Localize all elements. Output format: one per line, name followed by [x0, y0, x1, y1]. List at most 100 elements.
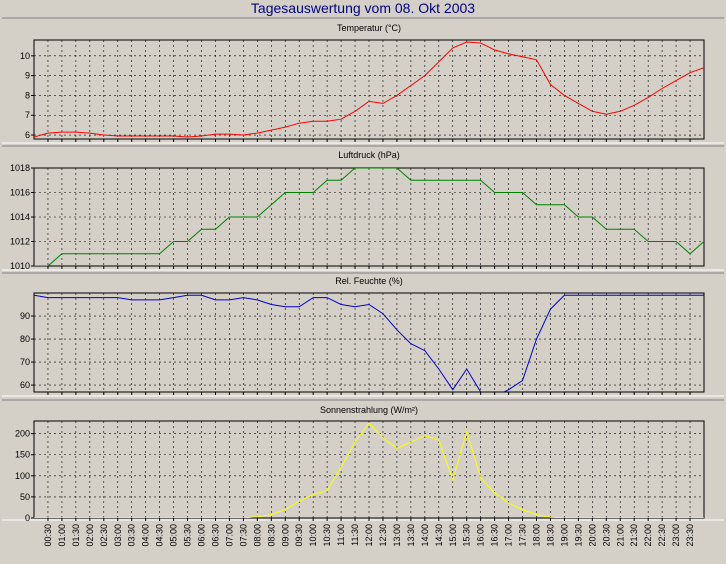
data-point — [89, 297, 91, 299]
panel-title: Sonnenstrahlung (W/m²) — [320, 405, 418, 415]
x-tick-label: 21:30 — [629, 524, 639, 547]
panel-3: Rel. Feuchte (%) 60 70 80 90 — [2, 272, 724, 397]
data-point — [326, 490, 328, 492]
data-point — [522, 380, 524, 382]
y-tick-label: 1012 — [10, 237, 30, 247]
data-point — [522, 192, 524, 194]
y-tick-label: 0 — [25, 513, 30, 523]
data-point — [271, 514, 273, 516]
data-point — [550, 308, 552, 310]
data-point — [201, 295, 203, 297]
data-point — [494, 192, 496, 194]
x-tick-label: 14:30 — [434, 524, 444, 547]
x-tick-label: 13:30 — [406, 524, 416, 547]
x-tick-label: 14:00 — [420, 524, 430, 547]
series-line — [34, 294, 704, 392]
data-point — [271, 304, 273, 306]
data-point — [298, 122, 300, 124]
data-point — [606, 295, 608, 297]
data-point — [61, 131, 63, 133]
data-point — [703, 67, 705, 69]
data-point — [131, 135, 133, 137]
data-point — [382, 103, 384, 105]
data-point — [368, 422, 370, 424]
x-tick-label: 10:00 — [308, 524, 318, 547]
y-tick-label: 1018 — [10, 163, 30, 173]
data-point — [354, 441, 356, 443]
y-tick-label: 150 — [15, 450, 30, 460]
data-point — [298, 500, 300, 502]
data-point — [257, 132, 259, 134]
x-tick-label: 02:00 — [85, 524, 95, 547]
data-point — [675, 80, 677, 82]
data-point — [33, 265, 35, 267]
data-point — [452, 47, 454, 49]
data-point — [578, 216, 580, 218]
x-tick-label: 22:30 — [657, 524, 667, 547]
data-point — [173, 241, 175, 243]
plot-area — [33, 39, 705, 140]
data-point — [103, 297, 105, 299]
data-point — [592, 295, 594, 297]
data-point — [61, 297, 63, 299]
data-point — [438, 368, 440, 370]
data-point — [47, 297, 49, 299]
data-point — [564, 95, 566, 97]
data-point — [494, 49, 496, 51]
x-tick-label: 08:30 — [266, 524, 276, 547]
y-tick-label: 1010 — [10, 261, 30, 271]
data-point — [508, 53, 510, 55]
data-point — [340, 304, 342, 306]
data-point — [633, 229, 635, 231]
data-point — [494, 492, 496, 494]
data-point — [536, 514, 538, 516]
data-point — [508, 389, 510, 391]
data-point — [159, 253, 161, 255]
data-point — [452, 479, 454, 481]
x-tick-label: 08:00 — [252, 524, 262, 547]
x-tick-label: 09:00 — [280, 524, 290, 547]
data-point — [75, 297, 77, 299]
data-point — [578, 103, 580, 105]
data-point — [396, 329, 398, 331]
x-tick-label: 13:00 — [392, 524, 402, 547]
data-point — [145, 253, 147, 255]
panel-4: Sonnenstrahlung (W/m²) 0 50 100 150 200 — [2, 399, 724, 523]
data-point — [312, 297, 314, 299]
data-point — [689, 295, 691, 297]
data-point — [410, 441, 412, 443]
x-tick-label: 05:30 — [183, 524, 193, 547]
y-tick-label: 1016 — [10, 188, 30, 198]
data-point — [438, 439, 440, 441]
data-point — [326, 120, 328, 122]
data-point — [382, 313, 384, 315]
data-point — [396, 448, 398, 450]
data-point — [620, 111, 622, 113]
data-point — [675, 241, 677, 243]
data-point — [410, 85, 412, 87]
data-point — [103, 253, 105, 255]
x-tick-label: 22:00 — [643, 524, 653, 547]
data-point — [424, 75, 426, 77]
x-tick-label: 11:00 — [336, 524, 346, 546]
data-point — [661, 88, 663, 90]
data-point — [75, 131, 77, 133]
data-point — [606, 114, 608, 116]
x-tick-label: 01:30 — [71, 524, 81, 547]
data-point — [424, 350, 426, 352]
x-tick-label: 00:30 — [43, 524, 53, 547]
data-point — [396, 167, 398, 169]
x-tick-label: 05:00 — [169, 524, 179, 547]
data-point — [257, 216, 259, 218]
x-tick-label: 23:30 — [685, 524, 695, 547]
data-point — [326, 297, 328, 299]
x-tick-label: 10:30 — [322, 524, 332, 547]
x-tick-label: 17:30 — [518, 524, 528, 547]
data-point — [61, 253, 63, 255]
data-point — [285, 126, 287, 128]
plot-area — [33, 292, 705, 393]
data-point — [243, 134, 245, 136]
data-point — [592, 111, 594, 113]
data-point — [522, 56, 524, 58]
data-point — [354, 306, 356, 308]
